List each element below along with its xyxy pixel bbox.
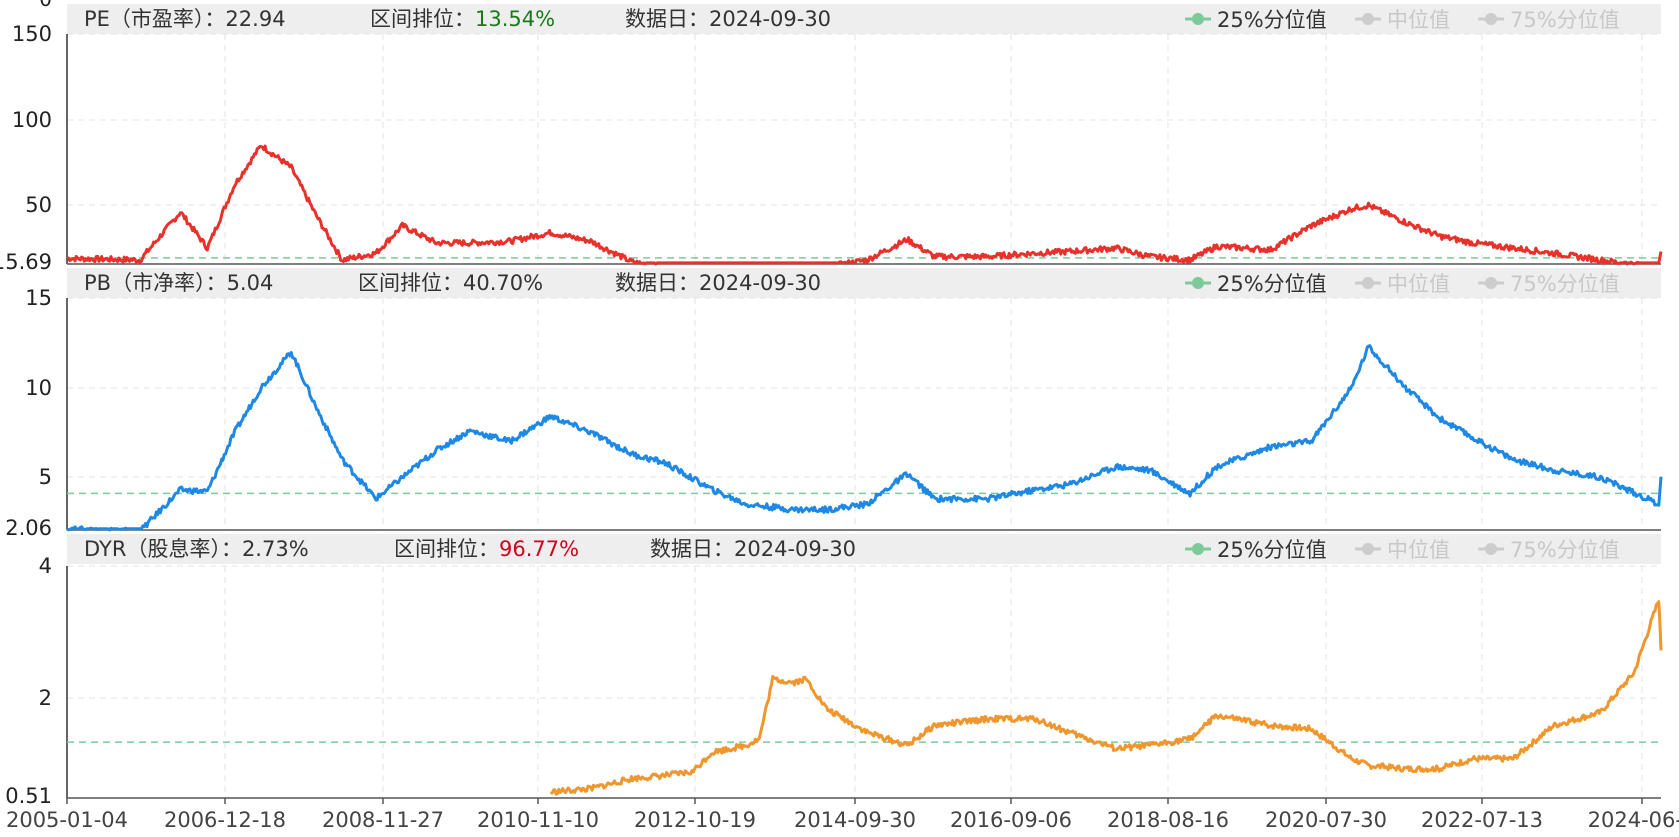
legend-item[interactable]: 75%分位值 xyxy=(1478,8,1620,32)
panel-metric-label: PE（市盈率）：22.94 xyxy=(84,7,286,31)
y-tick-label: 100 xyxy=(12,108,52,132)
x-tick-label: 2022-07-13 xyxy=(1421,808,1543,832)
panel-metric-label: PB（市净率）：5.04 xyxy=(84,271,273,295)
y-tick-label: 150 xyxy=(12,22,52,46)
panel-rank: 区间排位：13.54% xyxy=(370,7,555,31)
legend-dot-icon[interactable] xyxy=(1485,13,1497,25)
y-tick-label: 2.06 xyxy=(5,516,52,540)
legend-item[interactable]: 中位值 xyxy=(1355,538,1450,562)
x-tick-label: 2012-10-19 xyxy=(634,808,756,832)
panel-pb: PB（市净率）：5.04 区间排位：40.70% 数据日：2024-09-30 25%… xyxy=(5,268,1663,540)
legend-item[interactable]: 25%分位值 xyxy=(1185,8,1327,32)
y-tick-label: 10 xyxy=(25,376,52,400)
y-tick-label: 2 xyxy=(39,686,52,710)
legend-label: 25%分位值 xyxy=(1217,272,1327,296)
y-tick-label: 15 xyxy=(25,286,52,310)
legend-item[interactable]: 25%分位值 xyxy=(1185,538,1327,562)
legend-dot-icon[interactable] xyxy=(1192,13,1204,25)
legend-label: 75%分位值 xyxy=(1510,538,1620,562)
panel-header-pb xyxy=(67,268,1661,298)
legend-dot-icon[interactable] xyxy=(1192,277,1204,289)
legend-dot-icon[interactable] xyxy=(1362,13,1374,25)
y-tick-label: 15.69 xyxy=(0,250,52,274)
panel-rank-label: 区间排位： xyxy=(394,537,499,561)
panel-rank-value: 13.54% xyxy=(475,7,555,31)
panel-date: 数据日：2024-09-30 xyxy=(615,271,821,295)
panel-metric-label: DYR（股息率）：2.73% xyxy=(84,537,309,561)
series-line-pb xyxy=(66,344,1663,532)
series-line-dyr xyxy=(549,600,1663,796)
x-tick-label: 2010-11-10 xyxy=(477,808,599,832)
legend-label: 中位值 xyxy=(1387,272,1450,296)
legend-item[interactable]: 75%分位值 xyxy=(1478,538,1620,562)
panel-rank-label: 区间排位： xyxy=(358,271,463,295)
legend-dot-icon[interactable] xyxy=(1192,543,1204,555)
y-tick-label: 0.51 xyxy=(5,784,52,808)
panel-pe: PE（市盈率）：22.94 区间排位：13.54% 数据日：2024-09-30 25… xyxy=(0,4,1663,274)
panel-rank-value: 96.77% xyxy=(499,537,579,561)
x-tick-label: 2008-11-27 xyxy=(322,808,444,832)
legend-dot-icon[interactable] xyxy=(1485,543,1497,555)
legend-dot-icon[interactable] xyxy=(1362,277,1374,289)
x-tick-label: 2006-12-18 xyxy=(164,808,286,832)
y-tick-label: 4 xyxy=(39,554,52,578)
legend-item[interactable]: 25%分位值 xyxy=(1185,272,1327,296)
legend-label: 25%分位值 xyxy=(1217,8,1327,32)
top-clip-tick: 0 xyxy=(39,0,52,11)
panel-header-pe xyxy=(67,4,1661,34)
legend-item[interactable]: 中位值 xyxy=(1355,8,1450,32)
legend-dot-icon[interactable] xyxy=(1362,543,1374,555)
legend-item[interactable]: 75%分位值 xyxy=(1478,272,1620,296)
x-tick-label: 2014-09-30 xyxy=(794,808,916,832)
panel-date: 数据日：2024-09-30 xyxy=(625,7,831,31)
panel-rank-value: 40.70% xyxy=(463,271,543,295)
x-tick-label: 2024-06-2 xyxy=(1588,808,1679,832)
legend-label: 中位值 xyxy=(1387,538,1450,562)
legend-label: 中位值 xyxy=(1387,8,1450,32)
panel-rank-label: 区间排位： xyxy=(370,7,475,31)
panel-rank: 区间排位：96.77% xyxy=(394,537,579,561)
y-tick-label: 5 xyxy=(39,465,52,489)
x-tick-label: 2016-09-06 xyxy=(950,808,1072,832)
legend-label: 75%分位值 xyxy=(1510,8,1620,32)
x-tick-label: 2018-08-16 xyxy=(1107,808,1229,832)
legend-item[interactable]: 中位值 xyxy=(1355,272,1450,296)
legend-dot-icon[interactable] xyxy=(1485,277,1497,289)
panel-dyr: DYR（股息率）：2.73% 区间排位：96.77% 数据日：2024-09-30 2… xyxy=(5,534,1663,808)
panel-date: 数据日：2024-09-30 xyxy=(650,537,856,561)
x-tick-label: 2005-01-04 xyxy=(6,808,128,832)
panel-rank: 区间排位：40.70% xyxy=(358,271,543,295)
legend-label: 75%分位值 xyxy=(1510,272,1620,296)
panel-header-dyr xyxy=(67,534,1661,564)
y-tick-label: 50 xyxy=(25,193,52,217)
x-tick-label: 2020-07-30 xyxy=(1265,808,1387,832)
series-line-pe xyxy=(66,144,1663,266)
legend-label: 25%分位值 xyxy=(1217,538,1327,562)
